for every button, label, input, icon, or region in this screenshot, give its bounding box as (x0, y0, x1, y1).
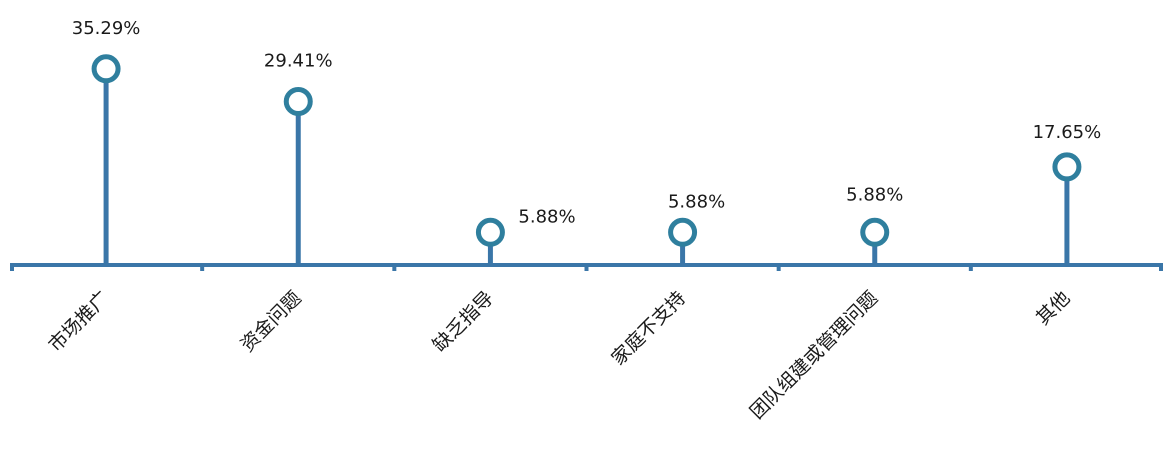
data-labels-layer: 35.29% 29.41% 5.88% 5.88% 5.88% 17.65% (72, 18, 1101, 228)
x-axis-ticks (10, 264, 1163, 271)
stems-layer (103, 80, 1070, 265)
x-tick-label-4: 家庭不支持 (607, 287, 690, 370)
data-label-6: 17.65% (1033, 122, 1102, 143)
data-label-3: 5.88% (518, 206, 575, 227)
marker-6 (1052, 152, 1082, 182)
marker-2 (283, 86, 313, 116)
data-label-5: 5.88% (846, 184, 903, 205)
data-label-1: 35.29% (72, 18, 141, 39)
marker-3 (475, 217, 505, 247)
x-tick-label-6: 其他 (1032, 287, 1074, 329)
x-tick-label-3: 缺乏指导 (429, 287, 498, 356)
data-label-4: 5.88% (668, 191, 725, 212)
x-tick-label-2: 资金问题 (236, 287, 305, 356)
data-label-2: 29.41% (264, 50, 333, 71)
marker-1 (91, 54, 121, 84)
markers-layer (91, 54, 1082, 247)
marker-4 (668, 217, 698, 247)
x-tick-label-5: 团队组建或管理问题 (746, 287, 882, 423)
category-labels-layer: 市场推广 资金问题 缺乏指导 家庭不支持 团队组建或管理问题 其他 (44, 287, 1074, 423)
marker-5 (860, 217, 890, 247)
x-tick-label-1: 市场推广 (44, 287, 113, 356)
